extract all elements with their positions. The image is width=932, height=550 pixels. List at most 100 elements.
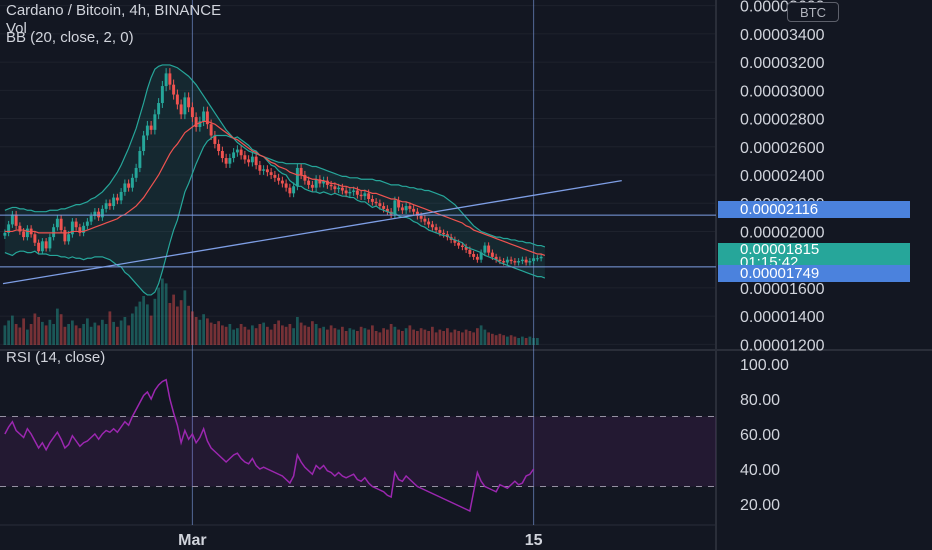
rsi-tick-label: 40.00 (740, 462, 780, 479)
bollinger-lower-line (4, 134, 546, 296)
volume-bar (273, 324, 277, 345)
candle-body (359, 194, 363, 197)
candle-body (10, 214, 14, 225)
candle-body (82, 225, 86, 233)
candle-body (93, 211, 97, 216)
candle-body (52, 227, 56, 238)
volume-bar (127, 325, 130, 345)
candle-body (427, 221, 431, 225)
volume-bar (224, 326, 228, 345)
volume-bar (464, 329, 468, 345)
volume-bar (449, 332, 453, 345)
candle-body (224, 158, 228, 164)
current-price-value: 0.00001815 (740, 241, 820, 258)
volume-bar (296, 317, 299, 345)
volume-bar (314, 324, 318, 345)
candle-body (307, 180, 311, 185)
volume-bar (82, 324, 85, 345)
volume-bar (483, 329, 487, 345)
candle-body (160, 86, 164, 104)
candle-body (288, 187, 292, 194)
candle-body (273, 175, 277, 178)
volume-bar (44, 325, 48, 345)
volume-bar (97, 325, 100, 345)
volume-bar (131, 313, 134, 345)
price-tag-upper-level: 0.00002116 (718, 201, 910, 218)
volume-bar (33, 313, 37, 345)
volume-bar (367, 329, 370, 345)
volume-bar (243, 326, 247, 345)
candle-body (217, 143, 221, 152)
volume-bar (344, 331, 348, 345)
candle-body (183, 97, 187, 115)
volume-bar (326, 329, 329, 345)
volume-bar (397, 329, 400, 345)
volume-bar (71, 320, 74, 345)
candle-body (434, 227, 438, 231)
rsi-tick-label: 100.00 (740, 357, 789, 374)
volume-bar (221, 325, 224, 345)
volume-bar (153, 298, 157, 345)
candle-body (419, 215, 423, 219)
candle-body (164, 73, 168, 87)
candle-body (254, 156, 258, 166)
candle-body (423, 218, 427, 222)
bollinger-band-area (4, 64, 545, 295)
candle-body (292, 186, 296, 194)
candle-body (513, 261, 517, 263)
volume-bar (509, 335, 513, 345)
volume-bar (262, 322, 265, 345)
volume-bar (67, 324, 70, 345)
volume-bar (236, 328, 239, 345)
volume-bar (322, 326, 325, 345)
volume-bar (299, 322, 303, 345)
candle-body (318, 179, 322, 184)
volume-bar (378, 332, 382, 345)
candle-body (138, 151, 142, 168)
volume-bar (356, 331, 359, 345)
volume-bar (408, 325, 412, 345)
candle-body (134, 167, 138, 178)
volume-bar (288, 324, 292, 345)
candle-body (37, 242, 41, 252)
candle-body (25, 228, 29, 238)
volume-bar (521, 336, 524, 345)
volume-bar (386, 329, 389, 345)
volume-bar (104, 324, 108, 345)
candle-body (40, 241, 44, 252)
currency-button[interactable]: BTC (787, 2, 839, 22)
volume-bar (468, 331, 472, 345)
candle-body (258, 165, 262, 171)
chart-title: Cardano / Bitcoin, 4h, BINANCE (6, 2, 222, 19)
bollinger-upper-line (4, 64, 546, 248)
rsi-tick-label: 80.00 (740, 392, 780, 409)
volume-bar (239, 324, 243, 345)
volume-bar (513, 336, 517, 345)
candle-body (494, 256, 498, 260)
candles (3, 68, 543, 266)
candle-body (247, 159, 251, 163)
candle-body (295, 167, 299, 187)
volume-bar (168, 303, 172, 345)
candle-body (168, 73, 172, 85)
candle-body (412, 208, 416, 212)
candle-body (352, 190, 356, 192)
volume-bar (348, 328, 352, 345)
volume-bar (479, 325, 483, 345)
volume-bar (41, 321, 44, 345)
volume-bar (412, 329, 415, 345)
price-tick-label: 0.00002400 (740, 168, 825, 185)
candle-body (239, 149, 243, 156)
volume-legend: Vol (6, 20, 27, 37)
volume-bar (506, 336, 509, 345)
candle-body (250, 156, 254, 163)
volume-bar (3, 325, 7, 345)
volume-bar (26, 329, 29, 345)
volume-bar (183, 290, 187, 345)
volume-bar (341, 326, 344, 345)
price-tick-label: 0.00001200 (740, 337, 825, 354)
candle-body (340, 187, 344, 191)
volume-bar (206, 318, 209, 345)
price-tick-label: 0.00003000 (740, 83, 825, 100)
